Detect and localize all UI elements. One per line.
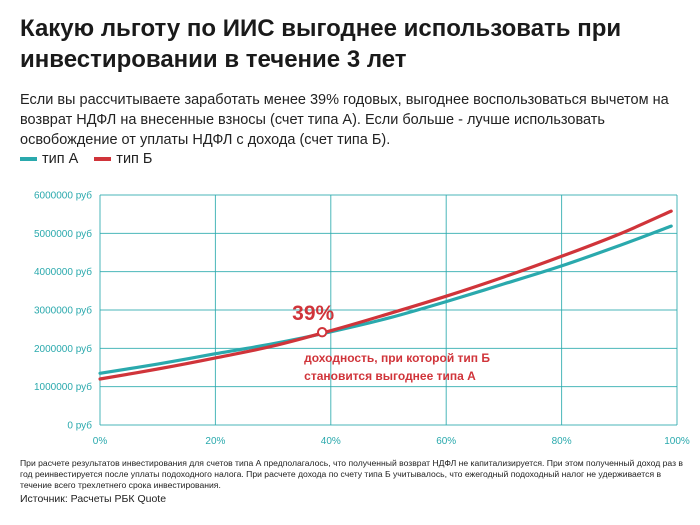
x-axis-ticks: 0% 20% 40% 60% 80% 100% — [93, 436, 690, 447]
annotation: 39% доходность, при которой тип Б становит… — [292, 302, 490, 383]
legend-label-type-b: тип Б — [116, 151, 153, 167]
y-axis-ticks: 0 руб 1000000 руб 2000000 руб 3000000 руб 40… — [34, 190, 92, 432]
chart-lines — [98, 209, 673, 381]
legend-label-type-a: тип А — [42, 151, 79, 167]
y-tick-label: 2000000 руб — [34, 343, 92, 355]
legend-item-type-b: тип Б — [94, 151, 152, 167]
x-tick-label: 80% — [552, 436, 572, 447]
annotation-value-label: 39% — [292, 302, 334, 325]
legend-item-type-a: тип А — [20, 151, 78, 167]
series-line-type-a — [98, 224, 673, 375]
y-tick-label: 6000000 руб — [34, 190, 92, 202]
y-tick-label: 0 руб — [67, 420, 92, 432]
series-line-type-b — [98, 209, 673, 381]
footnotes: При расчете результатов инвестирования д… — [20, 458, 685, 491]
intersection-marker — [316, 327, 328, 338]
chart-grid — [99, 194, 678, 426]
chart-subtitle: Если вы рассчитываете заработать менее 3… — [20, 92, 669, 148]
x-tick-label: 40% — [321, 436, 341, 447]
x-tick-label: 60% — [436, 436, 456, 447]
footnote-text: При расчете результатов инвестирования д… — [20, 458, 683, 490]
y-tick-label: 5000000 руб — [34, 228, 92, 240]
x-tick-label: 20% — [205, 436, 225, 447]
y-tick-label: 3000000 руб — [34, 305, 92, 317]
x-tick-label: 0% — [93, 436, 108, 447]
y-tick-label: 4000000 руб — [34, 266, 92, 278]
annotation-text-line: доходность, при которой тип Б — [304, 351, 490, 365]
legend: тип А тип Б — [20, 149, 168, 169]
line-chart: 0 руб 1000000 руб 2000000 руб 3000000 руб 40… — [34, 190, 690, 448]
annotation-text-line: становится выгоднее типа А — [304, 369, 476, 383]
y-tick-label: 1000000 руб — [34, 381, 92, 393]
legend-swatch-type-a — [20, 157, 37, 161]
x-tick-label: 100% — [664, 436, 690, 447]
chart-title: Какую льготу по ИИС выгоднее использоват… — [20, 15, 622, 73]
source-credit: Источник: Расчеты РБК Quote — [20, 493, 167, 505]
legend-swatch-type-b — [94, 157, 112, 161]
